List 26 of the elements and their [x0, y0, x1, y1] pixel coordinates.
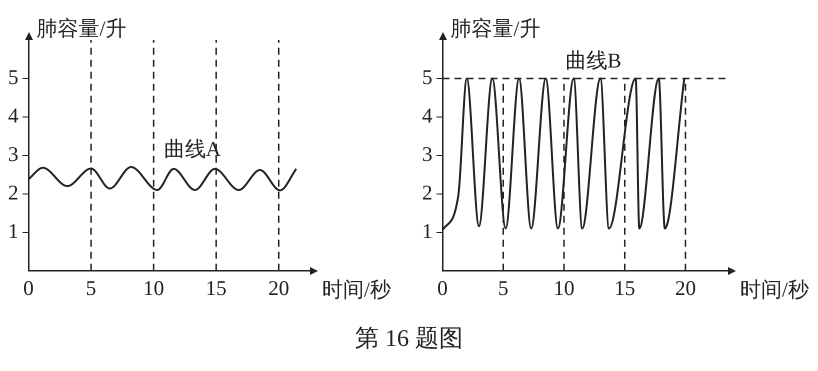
- y-tick-label: 1: [8, 218, 18, 243]
- x-tick-label: 5: [86, 276, 96, 300]
- series-label: 曲线B: [565, 48, 622, 72]
- x-tick-label: 10: [143, 276, 164, 300]
- x-tick-label: 15: [206, 276, 227, 300]
- y-axis-title: 肺容量/升: [450, 16, 540, 41]
- y-tick-label: 5: [8, 64, 18, 89]
- x-axis-title: 时间/秒: [740, 277, 809, 302]
- y-tick-label: 3: [422, 142, 432, 166]
- x-tick-label: 5: [498, 276, 508, 300]
- y-tick-label: 3: [8, 142, 18, 166]
- y-tick-label: 2: [422, 180, 432, 204]
- y-tick-label: 1: [422, 218, 432, 243]
- y-tick-label: 5: [422, 64, 432, 89]
- x-tick-label: 10: [553, 276, 574, 300]
- x-tick-label: 0: [23, 276, 34, 300]
- x-tick-label: 15: [614, 276, 636, 300]
- y-axis-title: 肺容量/升: [36, 16, 126, 41]
- y-tick-label: 4: [8, 103, 19, 128]
- text: 第 16 题图: [354, 325, 464, 354]
- x-axis-title: 时间/秒: [322, 277, 391, 302]
- y-tick-label: 2: [8, 180, 18, 204]
- y-tick-label: 4: [422, 103, 433, 128]
- x-tick-label: 20: [268, 276, 290, 300]
- x-tick-label: 0: [437, 276, 448, 300]
- x-tick-label: 20: [674, 276, 696, 300]
